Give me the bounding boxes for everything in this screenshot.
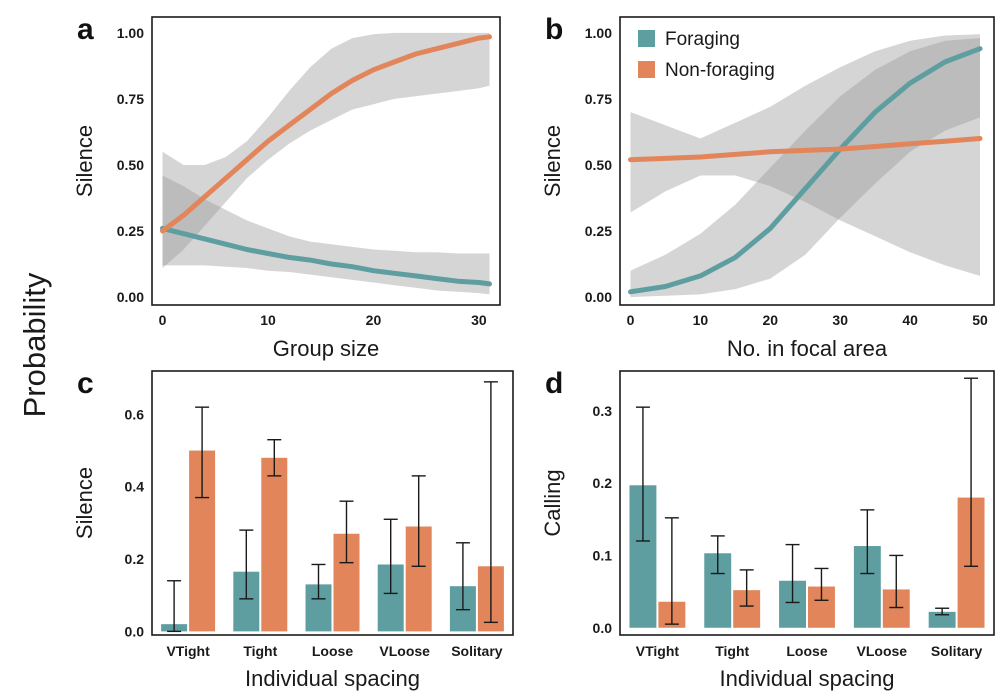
y-axis-label: Silence	[540, 125, 565, 197]
x-tick-label: 10	[260, 312, 276, 328]
panel-letter-a: a	[77, 13, 94, 46]
error-bar	[860, 509, 875, 575]
error-bar	[785, 543, 800, 604]
y-tick-label: 1.00	[585, 25, 612, 41]
error-bar	[889, 554, 904, 609]
plot-frame	[619, 16, 995, 306]
y-tick-label: 0.3	[593, 403, 613, 419]
ci-band-foraging	[630, 38, 980, 298]
y-axis-label: Silence	[72, 125, 97, 197]
x-tick-label: Tight	[243, 643, 277, 659]
x-tick-label: 0	[159, 312, 167, 328]
panel-letter-c: c	[77, 367, 94, 400]
x-tick-label: 20	[366, 312, 382, 328]
error-bar	[814, 567, 829, 601]
y-tick-label: 0.25	[117, 223, 144, 239]
x-tick-label: 50	[972, 312, 988, 328]
panel-c: c VTight Tight Loose VLoose Solitary 0.0 0.2 0.4…	[72, 367, 514, 691]
error-bar	[964, 377, 979, 567]
global-y-axis-label: Probability	[17, 272, 52, 417]
x-tick-label: 40	[902, 312, 918, 328]
error-bar	[239, 529, 254, 600]
x-tick-label: 30	[832, 312, 848, 328]
line-foraging	[160, 225, 492, 287]
legend-swatch	[638, 30, 655, 47]
error-bar	[664, 517, 679, 625]
x-tick-label: 10	[693, 312, 709, 328]
panel-a: a 0 10 20 30 0.00 0.25 0.50 0.75 1.00 Group size Si…	[72, 13, 501, 361]
x-axis-label: Individual spacing	[720, 666, 895, 691]
x-tick-label: 0	[627, 312, 635, 328]
y-tick-label: 0.6	[125, 406, 145, 422]
plot-frame	[151, 16, 501, 306]
error-bar	[483, 381, 498, 624]
y-axis-label: Silence	[72, 467, 97, 539]
y-tick-label: 0.00	[117, 289, 144, 305]
bar-foraging	[928, 611, 956, 628]
x-tick-label: VTight	[166, 643, 210, 659]
error-bar	[167, 580, 182, 633]
ci-band-non-foraging	[162, 32, 490, 269]
panel-letter-d: d	[545, 367, 563, 400]
panel-d: d VTight Tight Loose VLoose Solitary 0.0 0.1 0.2…	[540, 367, 995, 691]
y-tick-label: 0.50	[585, 157, 612, 173]
error-bar	[710, 535, 725, 575]
x-tick-label: VLoose	[379, 643, 430, 659]
x-tick-label: Loose	[786, 643, 827, 659]
y-tick-label: 0.0	[125, 623, 145, 639]
y-tick-label: 0.2	[593, 475, 613, 491]
error-bar	[311, 563, 326, 600]
legend: Foraging Non-foraging	[638, 29, 775, 81]
x-axis-label: No. in focal area	[727, 336, 888, 361]
error-bar	[383, 518, 398, 595]
x-tick-label: 30	[471, 312, 487, 328]
y-tick-label: 0.00	[585, 289, 612, 305]
line-foraging	[628, 46, 983, 295]
error-bar	[739, 569, 754, 607]
error-bar	[455, 542, 470, 611]
legend-swatch	[638, 61, 655, 78]
y-tick-label: 0.50	[117, 157, 144, 173]
error-bar	[195, 406, 210, 499]
y-tick-label: 0.25	[585, 223, 612, 239]
line-non-foraging	[628, 136, 983, 163]
error-bar	[411, 475, 426, 567]
x-tick-label: VTight	[636, 643, 680, 659]
y-axis-label: Calling	[540, 469, 565, 536]
panel-letter-b: b	[545, 13, 563, 46]
bar-non-foraging	[261, 457, 288, 632]
ci-band-foraging	[162, 175, 490, 295]
error-bar	[635, 406, 650, 542]
plot-frame	[619, 370, 995, 636]
x-axis-label: Individual spacing	[245, 666, 420, 691]
error-bar	[267, 439, 282, 477]
x-axis-label: Group size	[273, 336, 379, 361]
error-bar	[935, 607, 950, 616]
x-tick-label: VLoose	[857, 643, 908, 659]
legend-label: Foraging	[665, 29, 740, 50]
y-tick-label: 0.2	[125, 551, 145, 567]
plot-frame	[151, 370, 514, 636]
x-tick-label: Solitary	[931, 643, 983, 659]
x-tick-label: Loose	[312, 643, 353, 659]
y-tick-label: 0.1	[593, 547, 613, 563]
legend-label: Non-foraging	[665, 60, 775, 81]
panel-b: b 0 10 20 30 40 50 0.00 0.25 0.50 0.75 1.00 No. in f…	[540, 13, 995, 361]
y-tick-label: 0.75	[117, 91, 144, 107]
error-bar	[339, 500, 354, 564]
x-tick-label: 20	[763, 312, 779, 328]
y-tick-label: 1.00	[117, 25, 144, 41]
y-tick-label: 0.0	[593, 620, 613, 636]
line-non-foraging	[160, 34, 492, 234]
y-tick-label: 0.75	[585, 91, 612, 107]
x-tick-label: Solitary	[451, 643, 503, 659]
y-tick-label: 0.4	[125, 479, 145, 495]
x-tick-label: Tight	[715, 643, 749, 659]
